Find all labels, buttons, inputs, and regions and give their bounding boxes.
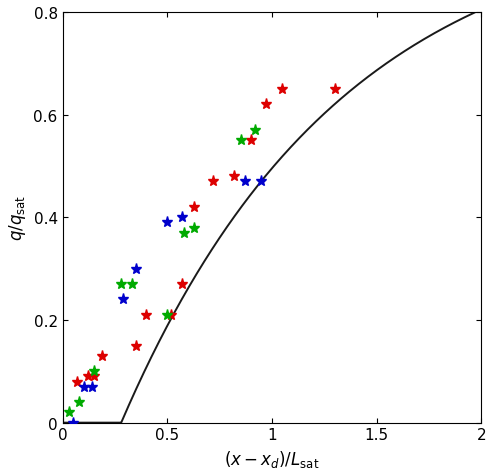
X-axis label: $(x-x_d)/L_\mathrm{sat}$: $(x-x_d)/L_\mathrm{sat}$ <box>224 448 319 469</box>
Y-axis label: $q/q_\mathrm{sat}$: $q/q_\mathrm{sat}$ <box>7 195 28 241</box>
